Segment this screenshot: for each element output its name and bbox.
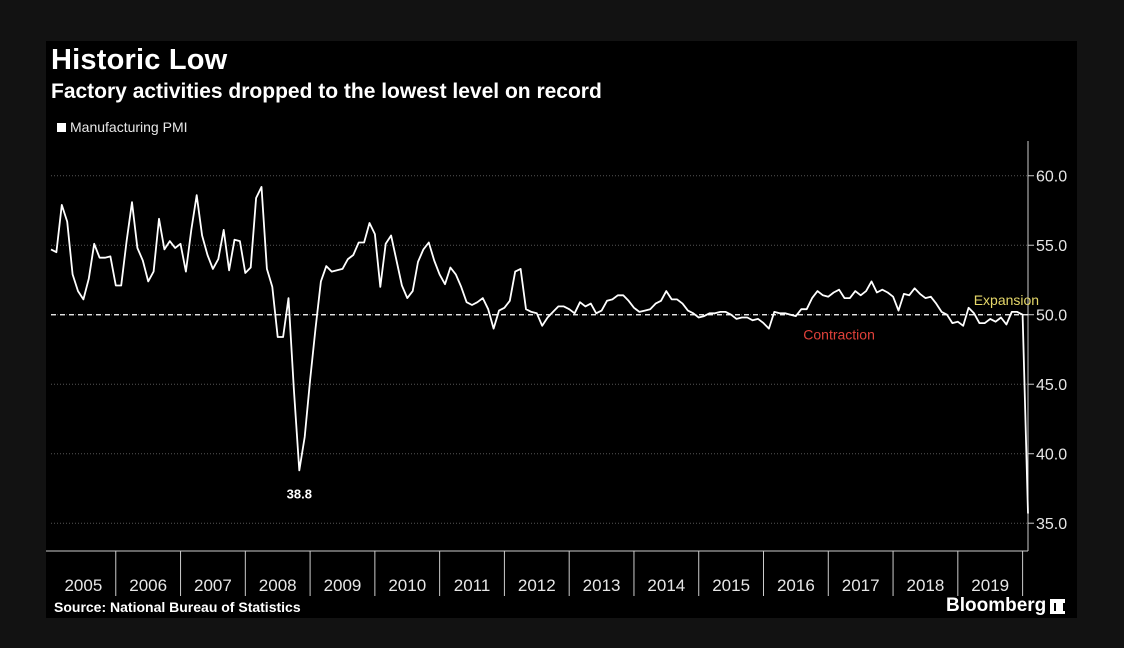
x-tick-label: 2016 [777,576,815,595]
source-note: Source: National Bureau of Statistics [54,599,301,615]
data-label-low: 38.8 [287,486,312,501]
x-tick-label: 2011 [454,576,491,595]
y-tick-label: 35.0 [1036,516,1067,533]
annotation-expansion: Expansion [974,292,1039,308]
x-tick-label: 2017 [842,576,880,595]
x-tick-label: 2012 [518,576,556,595]
pmi-line-chart: 35.0 40.0 45.0 50.0 55.0 60.0 2005 2006 2007 2008… [46,141,1067,596]
x-tick-label: 2013 [583,576,621,595]
y-tick-label: 60.0 [1036,169,1067,186]
y-tick-label: 45.0 [1036,377,1067,394]
chart-subtitle: Factory activities dropped to the lowest… [51,80,602,103]
x-tick-label: 2006 [129,576,167,595]
legend-swatch [57,122,66,132]
x-tick-label: 2005 [64,576,102,595]
annotation-contraction: Contraction [803,327,875,343]
x-tick-label: 2007 [194,576,232,595]
x-tick-label: 2008 [259,576,297,595]
y-tick-label: 40.0 [1036,447,1067,464]
y-tick-label: 50.0 [1036,308,1067,325]
y-tick-label: 55.0 [1036,238,1067,255]
x-tick-label: 2014 [647,576,685,595]
x-tick-label: 2015 [712,576,750,595]
chart-title: Historic Low [51,44,228,76]
x-tick-label: 2010 [388,576,426,595]
x-tick-label: 2019 [971,576,1009,595]
x-tick-label: 2018 [907,576,945,595]
brand-name: Bloomberg [946,595,1047,616]
chart-card: Historic Low Factory activities dropped … [46,41,1077,618]
legend-label: Manufacturing PMI [70,119,188,135]
bloomberg-terminal-icon [1050,598,1066,614]
series-line-manufacturing-pmi [50,185,1029,514]
legend: Manufacturing PMI [57,119,188,135]
x-tick-label: 2009 [324,576,362,595]
brand-logo: Bloomberg [946,595,1066,617]
